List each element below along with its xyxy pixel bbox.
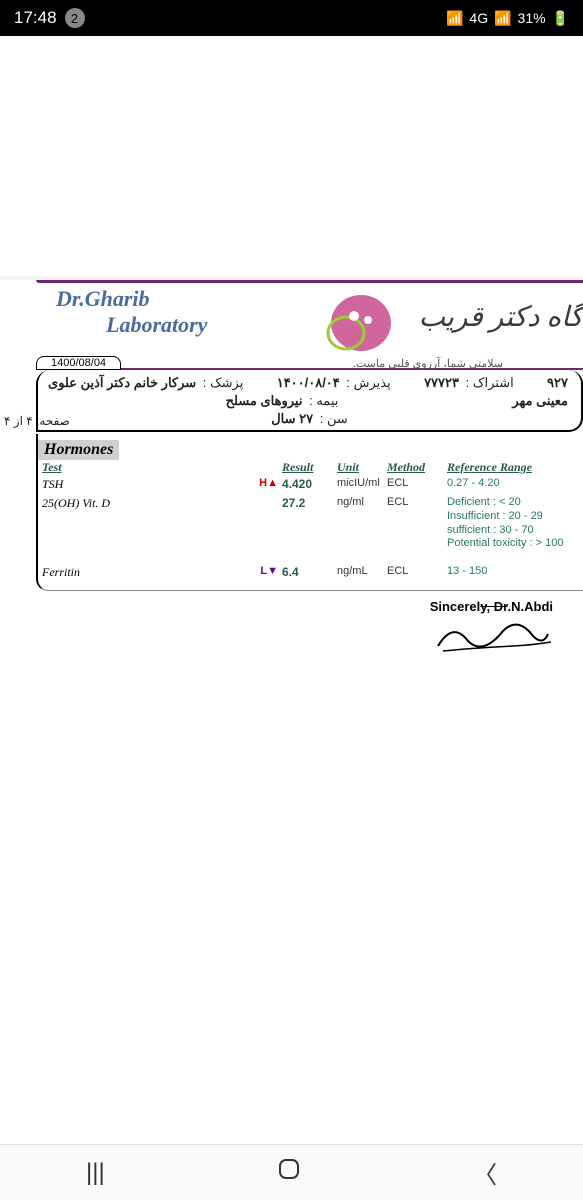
document-viewer[interactable]: Dr.Gharib Laboratory گاه دکتر قریب سلامت… [0, 36, 583, 1144]
lab-name-persian: گاه دکتر قریب [419, 300, 583, 334]
signature-name: Sincerely, Dr.N.Abdi [36, 599, 553, 614]
table-row: TSHH▲4.420micIU/mlECL0.27 - 4.20 [42, 475, 579, 494]
lab-logo [316, 288, 396, 363]
signature-area: Sincerely, Dr.N.Abdi [36, 591, 583, 659]
lab-name-line2: Laboratory [106, 312, 207, 338]
network-type: 4G [469, 10, 488, 26]
col-unit: Unit [337, 460, 387, 475]
result-flag: H▲ [222, 477, 282, 489]
results-frame: Hormones Test Result Unit Method Referen… [36, 434, 583, 591]
status-left: 17:48 2 [14, 8, 85, 28]
status-bar: 17:48 2 📶 4G 📶 31% 🔋 [0, 0, 583, 36]
col-result: Result [282, 460, 337, 475]
signal-icon: 📶 [446, 10, 463, 27]
col-method: Method [387, 460, 447, 475]
status-right: 📶 4G 📶 31% 🔋 [446, 10, 569, 27]
insurance: بیمه : نیروهای مسلح [226, 393, 339, 409]
signal-icon-2: 📶 [494, 10, 511, 27]
lab-header: Dr.Gharib Laboratory گاه دکتر قریب سلامت… [36, 280, 583, 370]
result-unit: ng/mL [337, 565, 387, 577]
recent-apps-button[interactable]: ||| [86, 1159, 105, 1187]
status-time: 17:48 [14, 8, 57, 28]
result-method: ECL [387, 565, 447, 577]
back-button[interactable]: 〈 [473, 1155, 497, 1190]
result-unit: micIU/ml [337, 477, 387, 489]
doctor: پزشک : سرکار خانم دکتر آذین علوی [48, 375, 243, 391]
android-nav-bar: ||| 〈 [0, 1144, 583, 1200]
home-button[interactable] [277, 1157, 301, 1188]
patient-id-prefix: ۹۲۷ [547, 375, 571, 391]
page-indicator: صفحه: ۴ از ۴ [4, 414, 70, 428]
result-value: 6.4 [282, 565, 337, 579]
reference-range: Deficient : < 20Insufficient : 20 - 29su… [447, 496, 579, 551]
empty-page-region [0, 36, 583, 280]
reference-range: 13 - 150 [447, 565, 579, 579]
admission: پذیرش : ۱۴۰۰/۰۸/۰۴ [277, 375, 391, 391]
result-method: ECL [387, 496, 447, 508]
lab-name-latin: Dr.Gharib Laboratory [56, 286, 207, 339]
result-value: 4.420 [282, 477, 337, 491]
reference-range: 0.27 - 4.20 [447, 477, 579, 491]
notification-count-badge: 2 [65, 8, 85, 28]
col-range: Reference Range [447, 460, 579, 475]
battery-icon: 🔋 [552, 10, 569, 27]
table-header-row: Test Result Unit Method Reference Range [42, 460, 579, 475]
lab-slogan: سلامتی شما، آرزوی قلبی ماست. [353, 357, 503, 370]
patient-info-frame: ۹۲۷ اشتراک : ۷۷۷۲۳ پذیرش : ۱۴۰۰/۰۸/۰۴ پز… [36, 370, 583, 432]
test-name: 25(OH) Vit. D [42, 496, 222, 511]
result-method: ECL [387, 477, 447, 489]
result-unit: ng/ml [337, 496, 387, 508]
age: سن : ۲۷ سال [271, 411, 348, 427]
test-name: TSH [42, 477, 222, 492]
lab-report-document: Dr.Gharib Laboratory گاه دکتر قریب سلامت… [0, 280, 583, 659]
result-flag: L▼ [222, 565, 282, 577]
col-test: Test [42, 460, 222, 475]
header-rule [36, 280, 583, 283]
section-title: Hormones [38, 440, 119, 460]
table-row: FerritinL▼6.4ng/mLECL13 - 150 [42, 563, 579, 582]
subscription: اشتراک : ۷۷۷۲۳ [424, 375, 514, 391]
report-date-tab: 1400/08/04 [36, 356, 121, 370]
results-table: Test Result Unit Method Reference Range … [38, 460, 583, 582]
table-row: 25(OH) Vit. D 27.2ng/mlECLDeficient : < 2… [42, 494, 579, 553]
lab-name-line1: Dr.Gharib [56, 286, 207, 312]
test-name: Ferritin [42, 565, 222, 580]
signature-scribble [36, 616, 553, 659]
patient-name: معینی مهر [512, 393, 571, 409]
battery-percent: 31% [518, 10, 546, 26]
result-value: 27.2 [282, 496, 337, 510]
